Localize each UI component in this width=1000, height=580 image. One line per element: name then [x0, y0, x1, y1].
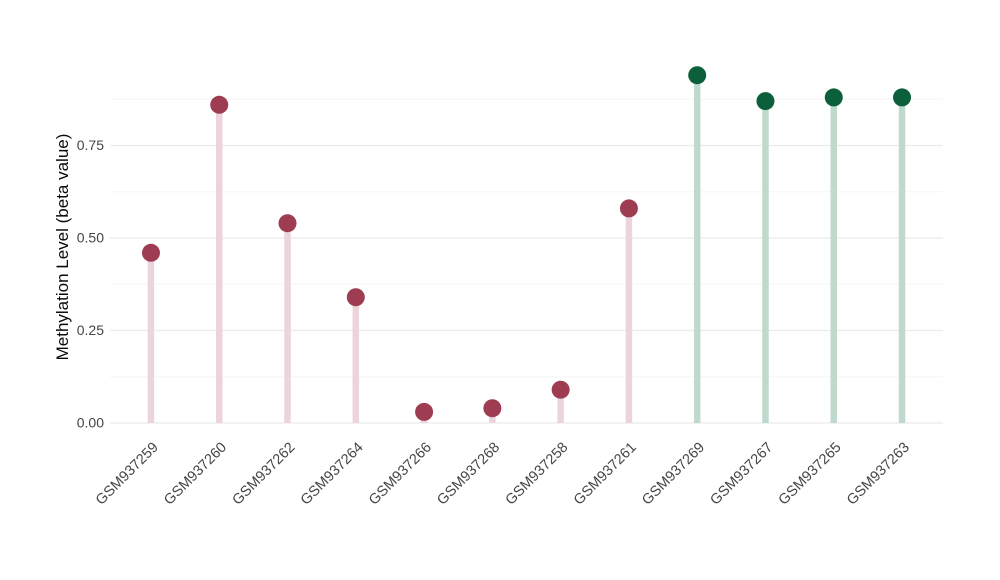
- lollipop-point: [756, 92, 775, 111]
- lollipop-point: [141, 243, 160, 262]
- lollipop-point: [346, 288, 365, 307]
- x-tick-label: GSM937264: [298, 440, 367, 509]
- x-tick-label: GSM937260: [161, 440, 230, 509]
- lollipop-point: [893, 88, 912, 107]
- lollipop-point: [551, 380, 570, 399]
- lollipop-point: [483, 399, 502, 418]
- lollipop-point: [688, 66, 707, 85]
- lollipop-point: [824, 88, 843, 107]
- y-axis-title: Methylation Level (beta value): [53, 134, 72, 361]
- x-tick-label: GSM937261: [571, 440, 640, 509]
- x-tick-label: GSM937268: [434, 440, 503, 509]
- x-tick-label: GSM937266: [366, 440, 435, 509]
- y-tick-label: 0.25: [77, 322, 104, 338]
- y-tick-label: 0.75: [77, 137, 104, 153]
- x-tick-label: GSM937258: [503, 440, 572, 509]
- lollipop-point: [619, 199, 638, 218]
- x-tick-label: GSM937263: [844, 440, 913, 509]
- lollipop-point: [210, 95, 229, 114]
- x-tick-label: GSM937259: [93, 440, 162, 509]
- y-tick-label: 0.50: [77, 230, 104, 246]
- lollipop-point: [415, 402, 434, 421]
- x-tick-label: GSM937267: [707, 440, 776, 509]
- x-tick-label: GSM937262: [229, 440, 298, 509]
- x-tick-label: GSM937265: [776, 440, 845, 509]
- y-tick-label: 0.00: [77, 415, 104, 431]
- x-tick-label: GSM937269: [639, 440, 708, 509]
- lollipop-point: [278, 214, 297, 233]
